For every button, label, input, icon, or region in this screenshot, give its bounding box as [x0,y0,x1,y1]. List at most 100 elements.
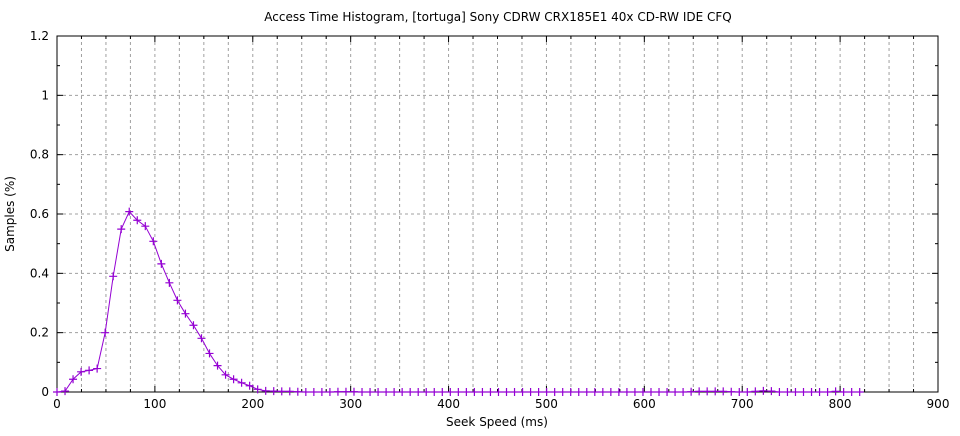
data-point [558,388,567,396]
data-point [486,388,495,396]
data-point [157,259,166,268]
data-point [69,375,78,384]
data-point [695,387,704,396]
data-point [454,388,463,396]
data-point [711,387,720,396]
data-point [598,388,607,396]
data-point [430,388,439,396]
y-tick-label: 0.2 [30,326,49,340]
data-point [638,388,647,396]
data-point [173,296,182,305]
data-point [526,388,535,396]
data-point [767,387,776,396]
data-point [534,388,543,396]
data-point [165,278,174,287]
x-tick-label: 100 [143,397,166,411]
series [53,207,864,396]
data-point [735,388,744,396]
data-point [751,387,760,396]
data-point [285,387,294,396]
data-point [245,381,254,390]
data-point [815,388,824,396]
data-point [358,388,367,396]
data-point [775,388,784,396]
data-point [478,388,487,396]
data-point [574,388,583,396]
x-tick-label: 500 [535,397,558,411]
data-point [213,361,222,370]
data-point [799,388,808,396]
data-point [189,321,198,330]
y-tick-label: 0.4 [30,266,49,280]
y-tick-label: 0.8 [30,148,49,162]
data-point [582,388,591,396]
data-point [390,388,399,396]
data-point [510,388,519,396]
data-point [855,388,864,396]
x-tick-label: 300 [339,397,362,411]
data-point [606,388,615,396]
data-point [309,388,318,396]
data-point [333,387,342,396]
data-point [366,388,375,396]
data-point [205,349,214,358]
data-point [743,388,752,396]
data-point [77,367,86,376]
data-point [614,388,623,396]
data-point [663,388,672,396]
data-point [438,388,447,396]
data-point [149,237,158,246]
x-tick-label: 800 [829,397,852,411]
data-point [422,388,431,396]
data-point [317,388,326,396]
data-point [550,388,559,396]
data-point [839,388,848,396]
data-point [181,309,190,318]
data-point [847,388,856,396]
data-point [831,387,840,396]
data-point [301,388,310,396]
data-point [85,366,94,375]
data-point [341,387,350,396]
x-tick-label: 0 [53,397,61,411]
data-point [229,375,238,384]
data-point [671,388,680,396]
chart-title: Access Time Histogram, [tortuga] Sony CD… [264,10,731,24]
data-point [109,272,118,281]
data-point [462,388,471,396]
data-point [269,387,278,396]
x-axis-label: Seek Speed (ms) [446,415,548,429]
data-point [566,388,575,396]
y-tick-label: 0.6 [30,207,49,221]
data-point [783,388,792,396]
x-tick-label: 200 [241,397,264,411]
data-point [807,388,816,396]
data-point [261,386,270,395]
data-point [414,388,423,396]
data-point [253,385,262,394]
data-point [542,388,551,396]
data-point [446,388,455,396]
data-point [61,387,70,396]
y-tick-label: 1.2 [30,29,49,43]
data-point [791,388,800,396]
data-point [133,216,142,225]
data-point [630,388,639,396]
y-tick-label: 0 [41,385,49,399]
data-point [759,386,768,395]
data-point [470,388,479,396]
data-point [406,388,415,396]
x-tick-label: 400 [437,397,460,411]
data-point [374,388,383,396]
data-point [221,370,230,379]
axis-ticks: 0 100 200 300 400 500 600 700 800 900 0 0.2 0.4 0.6 0.… [30,29,950,411]
data-point [687,387,696,396]
data-point [703,387,712,396]
grid [57,36,938,392]
data-point [679,388,688,396]
data-point [277,387,286,396]
x-tick-label: 700 [731,397,754,411]
data-point [398,388,407,396]
data-point [655,388,664,396]
